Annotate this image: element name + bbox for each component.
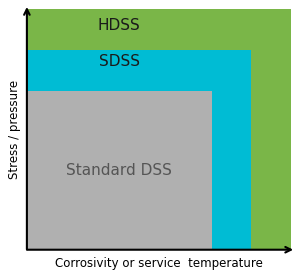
Y-axis label: Stress / pressure: Stress / pressure bbox=[8, 80, 21, 179]
Bar bbox=[27, 50, 251, 250]
Bar bbox=[27, 91, 212, 250]
Text: Standard DSS: Standard DSS bbox=[66, 163, 172, 178]
Text: SDSS: SDSS bbox=[99, 54, 140, 70]
Text: HDSS: HDSS bbox=[98, 18, 141, 33]
X-axis label: Corrosivity or service  temperature: Corrosivity or service temperature bbox=[55, 257, 263, 270]
